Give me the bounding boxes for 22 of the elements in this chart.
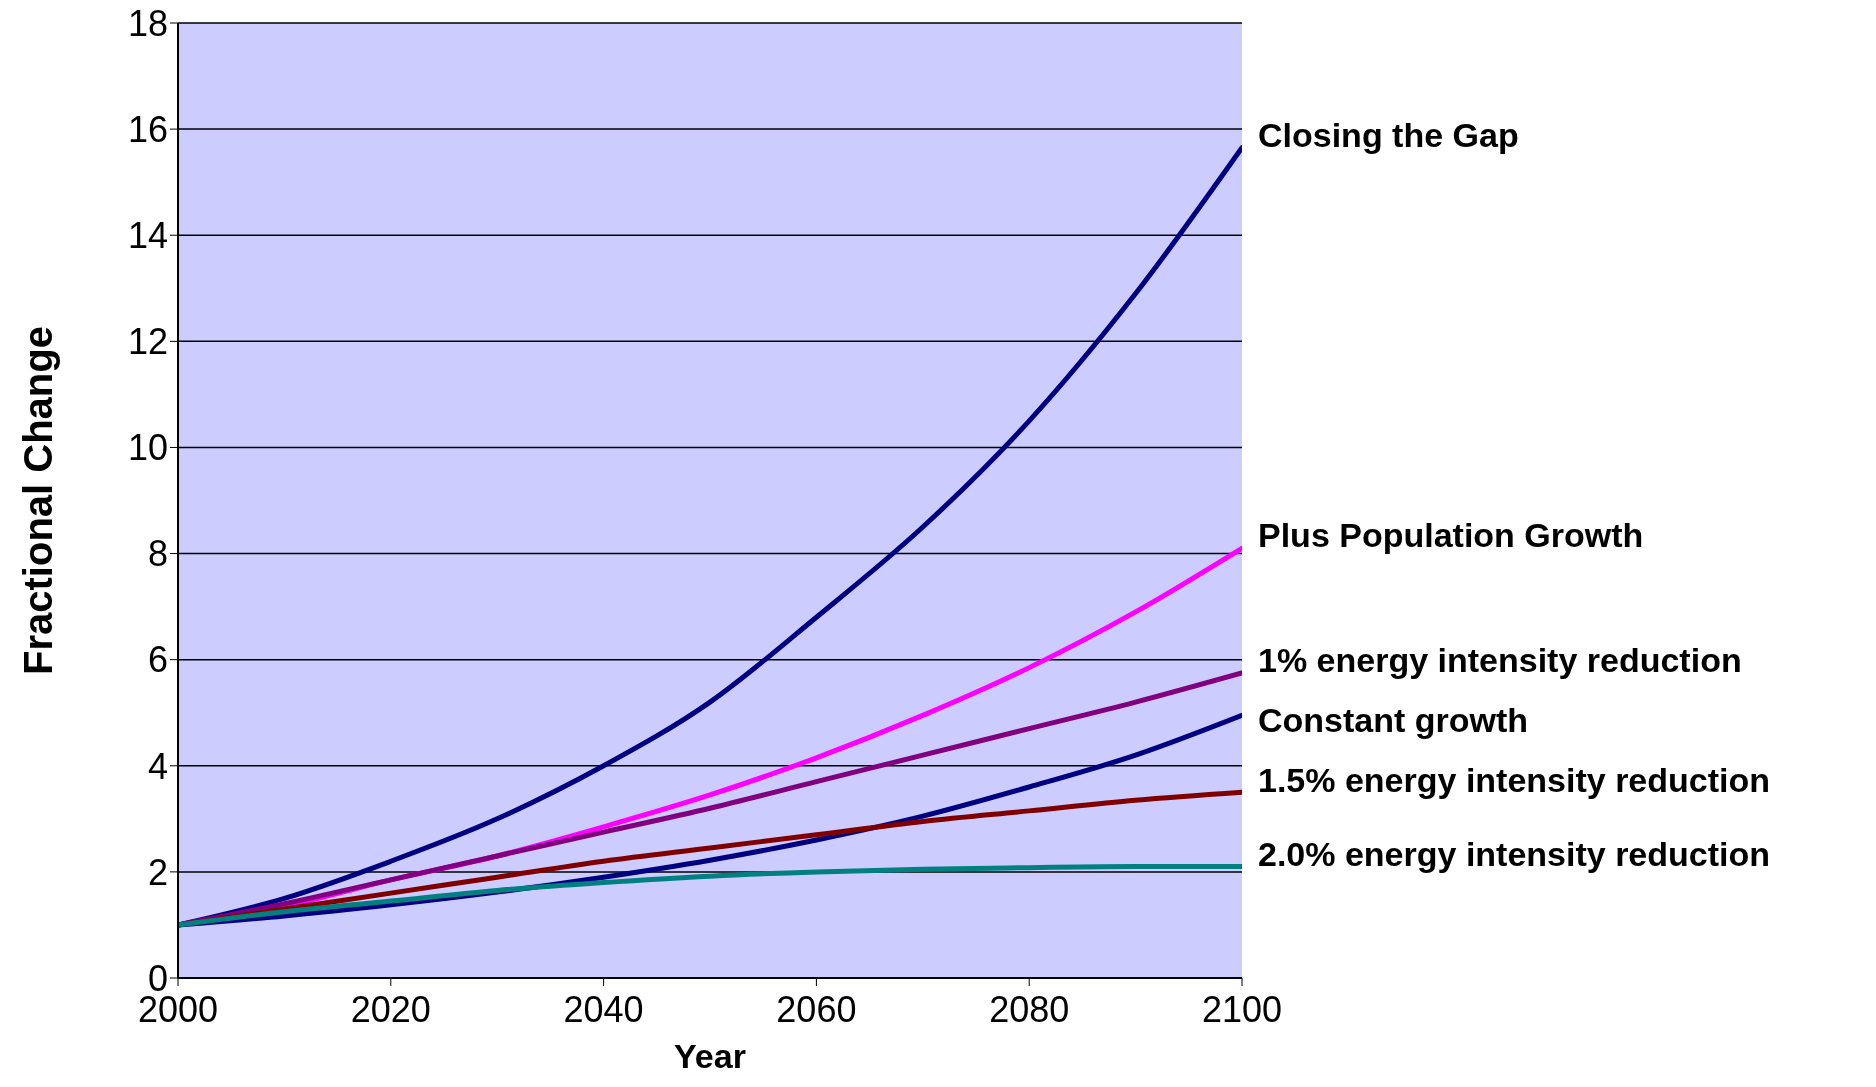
x-tick-label: 2100 [1201,988,1283,1030]
y-tick-label: 6 [147,639,168,681]
x-axis-title: Year [674,1037,746,1075]
y-tick-label: 4 [147,745,168,787]
y-tick-label: 16 [127,108,168,150]
y-tick-label: 14 [127,215,168,256]
y-axis-title: Fractional Change [16,326,61,675]
series-label: 1.5% energy intensity reduction [1258,760,1771,800]
x-tick-label: 2040 [563,988,644,1030]
x-tick-label: 2080 [989,988,1070,1030]
x-tick-label: 2020 [350,988,431,1030]
series-label: 2.0% energy intensity reduction [1258,834,1771,874]
y-tick-label: 2 [147,851,168,893]
y-tick-label: 12 [127,321,168,363]
y-tick-label: 8 [147,533,168,575]
series-label: Constant growth [1258,700,1529,740]
series-label: Plus Population Growth [1258,516,1644,556]
y-tick-label: 18 [127,2,168,44]
series-label: Closing the Gap [1258,115,1519,155]
series-label: 1% energy intensity reduction [1258,640,1742,680]
x-tick-label: 2060 [776,988,857,1030]
y-tick-label: 10 [127,427,168,469]
